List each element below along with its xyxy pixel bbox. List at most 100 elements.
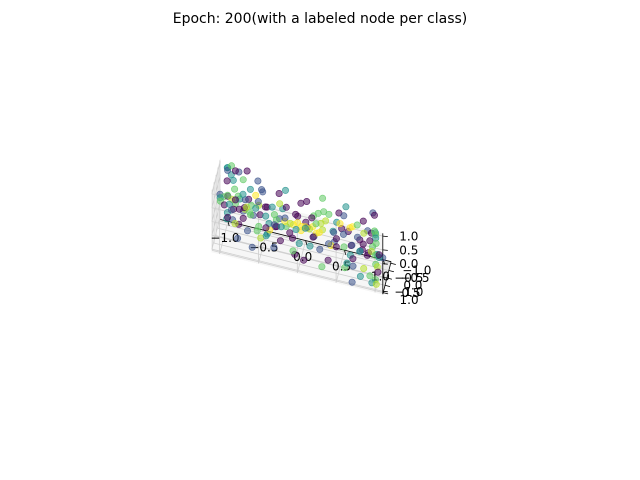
scatter-point bbox=[252, 191, 260, 199]
scatter-point bbox=[295, 240, 303, 248]
scatter-point bbox=[254, 198, 262, 206]
grid-line-y-floor bbox=[216, 235, 387, 279]
x-tick-label: −1.0 bbox=[210, 231, 239, 245]
scatter-point bbox=[374, 268, 382, 276]
scatter-point bbox=[360, 264, 368, 272]
scatter-point bbox=[231, 185, 239, 193]
scatter-point bbox=[228, 206, 236, 214]
y-tick bbox=[384, 284, 391, 287]
y-tick-label: −0.5 bbox=[400, 271, 429, 285]
scatter-point bbox=[262, 232, 270, 240]
scatter-point bbox=[325, 210, 333, 218]
scatter-point bbox=[268, 203, 276, 211]
scatter-point bbox=[228, 162, 236, 170]
scatter-point bbox=[301, 224, 309, 232]
z-tick-label: −0.5 bbox=[394, 271, 423, 285]
scatter-point bbox=[286, 229, 294, 237]
scatter-point bbox=[300, 256, 308, 264]
scatter-point bbox=[360, 229, 368, 237]
scatter-point bbox=[255, 222, 263, 230]
scatter-point bbox=[292, 210, 300, 218]
y-tick bbox=[390, 262, 396, 265]
y-tick-label: 0.0 bbox=[403, 278, 422, 292]
scatter-point bbox=[297, 199, 305, 207]
grid-line-z-left bbox=[211, 216, 221, 250]
scatter-point bbox=[276, 237, 284, 245]
scatter-point bbox=[348, 278, 356, 286]
scatter-point bbox=[314, 209, 322, 217]
scatter-point bbox=[346, 224, 354, 232]
scatter-point bbox=[356, 272, 364, 280]
y-tick-label: 0.5 bbox=[401, 286, 420, 300]
scatter-point bbox=[281, 186, 289, 194]
scatter-point bbox=[349, 262, 357, 270]
scatter-point bbox=[340, 212, 348, 220]
scatter-point bbox=[316, 245, 324, 253]
scatter-point bbox=[309, 233, 317, 241]
scatter-point bbox=[235, 205, 243, 213]
z-tick-label: −1.0 bbox=[394, 285, 423, 299]
scatter-point bbox=[276, 200, 284, 208]
y-tick bbox=[388, 270, 395, 273]
x-tick bbox=[344, 250, 347, 255]
scatter-point bbox=[282, 203, 290, 211]
grid-line-z-left bbox=[211, 202, 221, 236]
scatter-point bbox=[270, 243, 278, 251]
scatter-point bbox=[275, 190, 283, 198]
scatter-point bbox=[224, 191, 232, 199]
scatter-point bbox=[324, 256, 332, 264]
z-tick bbox=[382, 235, 388, 237]
scatter-point bbox=[281, 214, 289, 222]
scatter-point bbox=[366, 272, 374, 280]
scatter-point bbox=[262, 212, 270, 220]
z-tick bbox=[382, 277, 388, 279]
scatter-point bbox=[224, 213, 232, 221]
scatter-point bbox=[252, 204, 260, 212]
scatter-point bbox=[318, 263, 326, 271]
x-tick bbox=[227, 221, 230, 227]
scatter-point bbox=[348, 241, 356, 249]
x-tick-label: −0.5 bbox=[249, 241, 278, 255]
z-tick bbox=[382, 290, 388, 293]
z-tick-label: 0.5 bbox=[399, 243, 418, 257]
scatter-point bbox=[231, 196, 239, 204]
scatter-point bbox=[322, 217, 330, 225]
scatter-point bbox=[277, 223, 285, 231]
scatter-point bbox=[286, 219, 294, 227]
scatter-point bbox=[239, 176, 247, 184]
scatter-point bbox=[349, 255, 357, 263]
scatter-point bbox=[248, 243, 256, 251]
y-tick bbox=[382, 292, 389, 295]
scatter-point bbox=[262, 224, 270, 232]
z-tick-label: 1.0 bbox=[399, 230, 418, 244]
scatter-point bbox=[270, 221, 278, 229]
scatter-point bbox=[239, 214, 247, 222]
scatter-point bbox=[375, 251, 383, 259]
y-tick-label: −1.0 bbox=[402, 264, 431, 278]
scatter-point bbox=[261, 203, 269, 211]
scatter-point bbox=[312, 220, 320, 228]
scatter-point bbox=[254, 177, 262, 185]
scatter-point bbox=[366, 237, 374, 245]
scatter-point bbox=[325, 240, 333, 248]
scatter-point bbox=[243, 203, 251, 211]
scatter-point bbox=[340, 243, 348, 251]
scatter-point bbox=[234, 234, 242, 242]
scatter-point bbox=[372, 280, 380, 288]
scatter-point bbox=[244, 227, 252, 235]
scatter-point bbox=[336, 220, 344, 228]
x-tick bbox=[305, 240, 308, 246]
scatter-point bbox=[330, 228, 338, 236]
scatter-point bbox=[224, 166, 232, 174]
scatter-point bbox=[359, 240, 367, 248]
grid-line-y-floor bbox=[217, 227, 389, 271]
z-tick bbox=[382, 249, 388, 251]
scatter-point bbox=[258, 186, 266, 194]
scatter-point bbox=[239, 190, 247, 198]
scatter-point bbox=[353, 221, 361, 229]
scatter-point bbox=[342, 203, 350, 211]
scatter-point bbox=[243, 167, 251, 175]
scatter-point bbox=[303, 198, 311, 206]
